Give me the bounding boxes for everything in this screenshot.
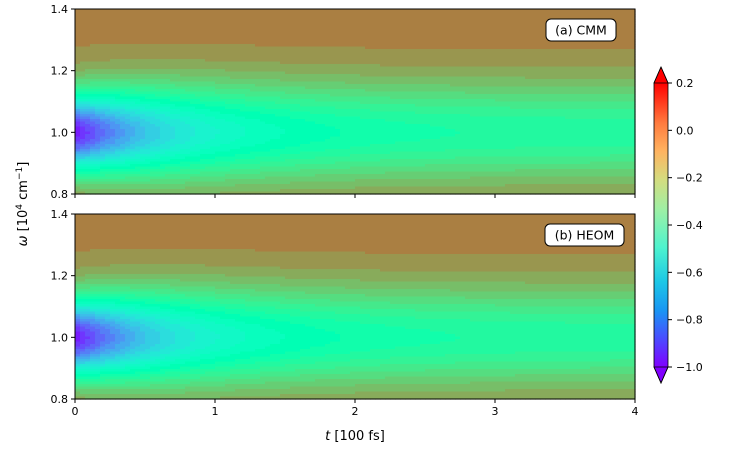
- colorbar-tick-label: 0.0: [676, 124, 694, 137]
- colorbar: 0.2 0.0 −0.2 −0.4 −0.6 −0.8 −1.0: [653, 66, 703, 384]
- y-tick-label: 1.2: [51, 270, 69, 283]
- x-tick-label: 0: [72, 405, 79, 418]
- colorbar-tick-label: −0.6: [676, 266, 703, 279]
- colorbar-extend-min: [653, 366, 669, 384]
- y-axis-label: ω [104 cm−1]: [15, 162, 31, 247]
- colorbar-tick-label: −0.2: [676, 172, 703, 185]
- x-tick-label: 3: [492, 405, 499, 418]
- y-tick-label: 0.8: [51, 188, 69, 201]
- colorbar-tick-label: −0.4: [676, 219, 703, 232]
- y-tick-label: 1.4: [51, 3, 69, 16]
- y-tick-label: 1.2: [51, 65, 69, 78]
- x-axis-label: t [100 fs]: [325, 429, 385, 444]
- y-tick-label: 0.8: [51, 393, 69, 406]
- heatmap-a: [75, 9, 636, 195]
- colorbar-tick-label: 0.2: [676, 77, 694, 90]
- x-tick-label: 1: [212, 405, 219, 418]
- colorbar-tick-label: −1.0: [676, 361, 703, 374]
- y-tick-label: 1.4: [51, 208, 69, 221]
- heatmap-b: [75, 214, 636, 400]
- y-tick-label: 1.0: [51, 331, 69, 344]
- colorbar-extend-max: [653, 66, 669, 84]
- y-tick-label: 1.0: [51, 126, 69, 139]
- panel-a-label-box: (a) CMM: [545, 18, 617, 42]
- panel-b: (b) HEOM: [74, 213, 636, 400]
- x-tick-label: 4: [632, 405, 639, 418]
- panel-b-label: (b) HEOM: [555, 228, 615, 243]
- panel-b-label-box: (b) HEOM: [544, 223, 625, 247]
- panel-a-label: (a) CMM: [555, 23, 607, 38]
- x-tick-label: 2: [352, 405, 359, 418]
- colorbar-ticks: 0.2 0.0 −0.2 −0.4 −0.6 −0.8 −1.0: [668, 77, 703, 374]
- colorbar-tick-label: −0.8: [676, 314, 703, 327]
- colorbar-gradient: [654, 83, 668, 367]
- panel-a: (a) CMM: [74, 8, 636, 195]
- axes: 0.8 1.0 1.2 1.4 0.8 1.0 1.2 1.4 0 1 2 3 4: [51, 3, 639, 418]
